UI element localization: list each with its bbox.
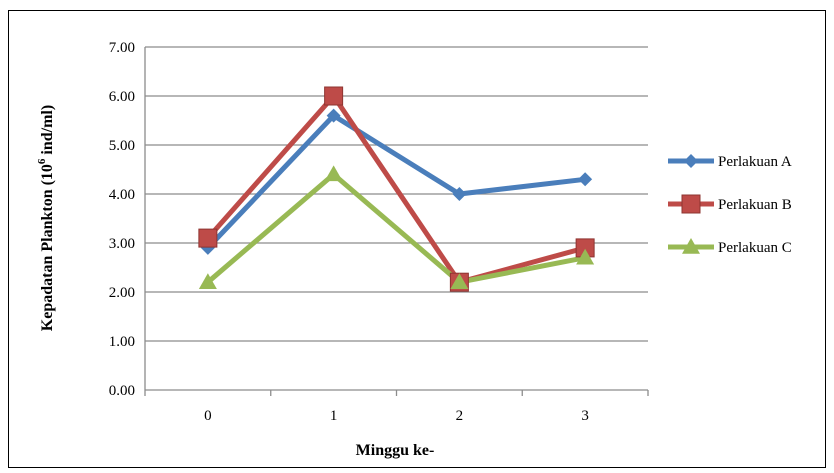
y-tick-label-7: 7.00 [109, 40, 135, 56]
series-line-3 [205, 171, 588, 285]
legend-label-2: Perlakuan B [718, 197, 792, 213]
y-axis-title: Kepadatan Plankton (106 ind/ml) [36, 105, 56, 331]
series-3-point-2 [450, 273, 469, 289]
legend-marker-1 [684, 154, 698, 168]
legend-marker-3 [682, 238, 700, 254]
y-tick-label-6: 6.00 [109, 89, 135, 105]
y-axis-title-prefix: Kepadatan Plankton (10 [39, 164, 56, 331]
legend-label-3: Perlakuan C [718, 240, 792, 256]
series-1-point-3 [578, 172, 593, 187]
y-axis-title-suffix: ind/ml) [39, 105, 56, 159]
x-tick-label-3: 3 [581, 408, 589, 424]
axes: 0.00 1.00 2.00 3.00 4.00 5.00 6.00 7.00 0 1 2 3 [109, 40, 649, 424]
x-tick-label-0: 0 [204, 408, 212, 424]
y-tick-label-0: 0.00 [109, 383, 135, 399]
legend: Perlakuan A Perlakuan B Perlakuan C [668, 154, 792, 256]
y-tick-label-4: 4.00 [109, 187, 135, 203]
y-tick-label-2: 2.00 [109, 285, 135, 301]
y-tick-label-5: 5.00 [109, 138, 135, 154]
x-tick-label-2: 2 [456, 408, 464, 424]
series-1-point-2 [452, 187, 467, 201]
series-3-point-0 [198, 273, 217, 289]
series-lines [198, 86, 595, 292]
series-line-2 [205, 93, 588, 285]
y-tick-label-3: 3.00 [109, 236, 135, 252]
series-2-point-0 [198, 228, 218, 248]
y-axis-title-superscript: 6 [36, 158, 48, 164]
series-3-point-1 [324, 165, 343, 182]
series-line-1 [205, 113, 588, 251]
chart-frame [8, 10, 826, 468]
series-1-point-1 [326, 108, 341, 123]
gridlines [145, 46, 648, 391]
x-tick-label-1: 1 [330, 408, 338, 424]
series-2-point-1 [324, 86, 344, 106]
y-tick-label-1: 1.00 [109, 334, 135, 350]
legend-label-1: Perlakuan A [718, 154, 792, 170]
legend-marker-2 [681, 194, 701, 214]
x-axis-title: Minggu ke- [356, 442, 435, 459]
series-3-point-3 [576, 248, 595, 265]
